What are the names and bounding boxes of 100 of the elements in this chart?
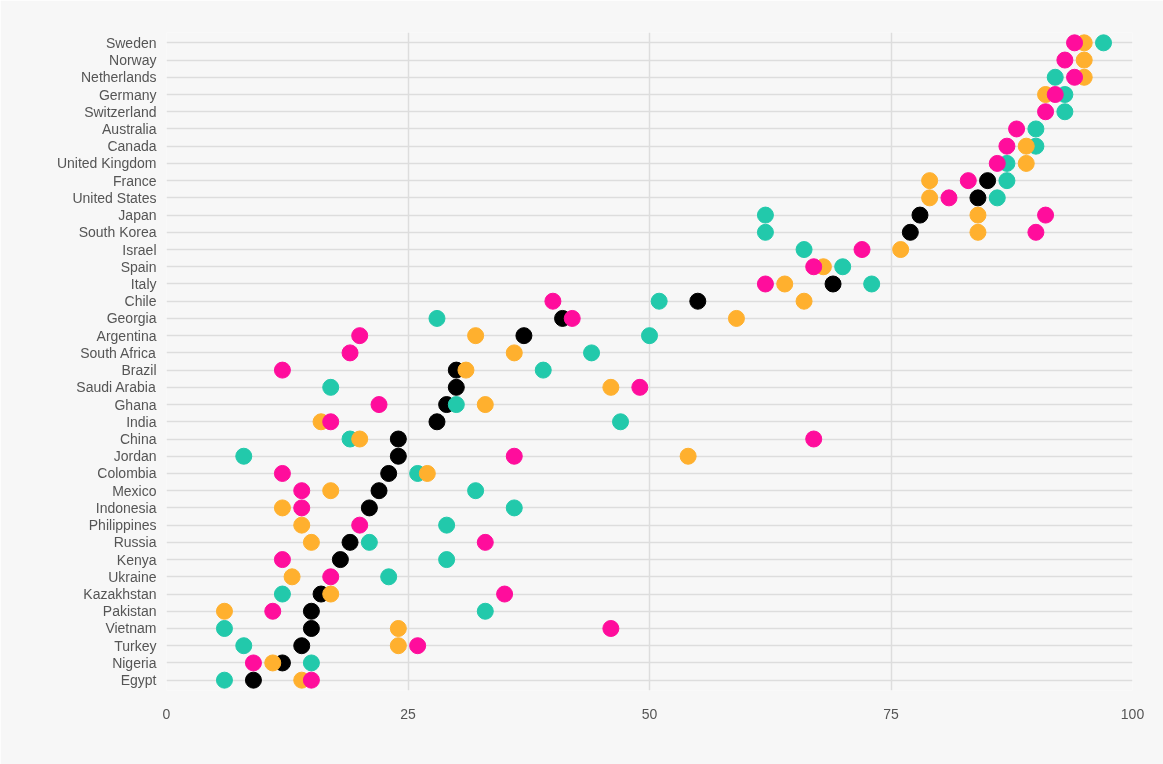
point bbox=[853, 241, 871, 259]
point bbox=[988, 189, 1006, 207]
y-tick-label: Norway bbox=[109, 52, 157, 69]
point bbox=[1046, 68, 1064, 86]
point bbox=[863, 275, 881, 293]
y-tick-label: United Kingdom bbox=[56, 155, 157, 172]
y-tick-label: Canada bbox=[107, 138, 157, 155]
point bbox=[264, 654, 282, 672]
point bbox=[293, 637, 311, 655]
point bbox=[1027, 223, 1045, 241]
y-tick-label: Japan bbox=[118, 207, 157, 224]
y-tick-label: Argentina bbox=[96, 327, 157, 344]
point bbox=[901, 223, 919, 241]
y-tick-label: Saudi Arabia bbox=[76, 379, 156, 396]
y-tick-label: Russia bbox=[113, 534, 157, 551]
point bbox=[756, 223, 774, 241]
y-tick-label: Georgia bbox=[106, 310, 157, 327]
point bbox=[389, 430, 407, 448]
point bbox=[824, 275, 842, 293]
y-tick-label: Pakistan bbox=[102, 603, 157, 620]
point bbox=[302, 620, 320, 637]
y-tick-label: China bbox=[119, 431, 157, 448]
point bbox=[322, 482, 340, 500]
y-tick-label: Philippines bbox=[88, 517, 157, 534]
y-tick-label: Jordan bbox=[113, 448, 157, 465]
point bbox=[1017, 154, 1035, 172]
point bbox=[544, 292, 562, 310]
point bbox=[467, 482, 485, 500]
y-tick-label: Sweden bbox=[105, 34, 157, 51]
y-tick-label: Germany bbox=[98, 86, 157, 103]
point bbox=[505, 447, 523, 465]
point bbox=[351, 430, 369, 448]
point bbox=[496, 585, 514, 603]
x-tick-label: 100 bbox=[1120, 705, 1145, 722]
point bbox=[389, 447, 407, 465]
point bbox=[244, 671, 262, 689]
point bbox=[331, 551, 349, 569]
point bbox=[341, 533, 359, 551]
point bbox=[1056, 51, 1074, 69]
point bbox=[409, 637, 427, 655]
y-tick-label: Vietnam bbox=[105, 620, 157, 637]
point bbox=[795, 241, 813, 259]
point bbox=[215, 671, 233, 689]
point bbox=[921, 189, 939, 207]
y-tick-label: Ghana bbox=[114, 396, 157, 413]
point bbox=[650, 292, 668, 310]
point bbox=[911, 206, 929, 224]
y-tick-label: South Korea bbox=[78, 224, 157, 241]
point bbox=[969, 189, 987, 207]
point bbox=[631, 378, 649, 396]
point bbox=[273, 361, 291, 379]
point bbox=[360, 499, 378, 517]
point bbox=[969, 206, 987, 224]
point bbox=[602, 378, 620, 396]
point bbox=[795, 292, 813, 310]
point bbox=[476, 533, 494, 551]
point bbox=[302, 533, 320, 551]
point bbox=[293, 482, 311, 500]
point bbox=[322, 413, 340, 431]
point bbox=[756, 275, 774, 293]
point bbox=[302, 654, 320, 672]
y-tick-label: Switzerland bbox=[84, 103, 157, 120]
x-tick-label: 75 bbox=[883, 705, 899, 722]
point bbox=[1037, 103, 1055, 121]
point bbox=[641, 327, 658, 345]
y-tick-label: United States bbox=[72, 189, 157, 206]
point bbox=[322, 378, 340, 396]
point bbox=[756, 206, 774, 224]
point bbox=[428, 309, 446, 327]
point bbox=[1056, 103, 1074, 121]
point bbox=[215, 602, 233, 620]
point bbox=[273, 551, 291, 569]
point bbox=[1046, 86, 1064, 103]
y-tick-label: Netherlands bbox=[81, 69, 157, 86]
point bbox=[940, 189, 958, 207]
y-tick-label: South Africa bbox=[80, 344, 156, 361]
y-tick-label: Mexico bbox=[112, 482, 157, 499]
point bbox=[322, 568, 340, 586]
point bbox=[892, 241, 910, 259]
point bbox=[505, 344, 523, 362]
y-tick-label: Italy bbox=[130, 275, 157, 292]
point bbox=[283, 568, 301, 586]
point bbox=[1017, 137, 1035, 155]
point bbox=[273, 464, 291, 482]
point bbox=[447, 396, 465, 414]
point bbox=[215, 620, 233, 637]
point bbox=[612, 413, 630, 431]
point bbox=[834, 258, 852, 276]
point bbox=[428, 413, 446, 431]
point bbox=[1066, 34, 1084, 52]
point bbox=[389, 637, 407, 655]
y-tick-label: Turkey bbox=[114, 637, 157, 654]
x-tick-label: 0 bbox=[162, 705, 171, 722]
point bbox=[235, 447, 253, 465]
y-tick-label: Spain bbox=[120, 258, 157, 275]
y-tick-label: Chile bbox=[124, 293, 157, 310]
point bbox=[1066, 68, 1084, 86]
point bbox=[515, 327, 533, 345]
point bbox=[998, 172, 1016, 190]
point bbox=[302, 671, 320, 689]
